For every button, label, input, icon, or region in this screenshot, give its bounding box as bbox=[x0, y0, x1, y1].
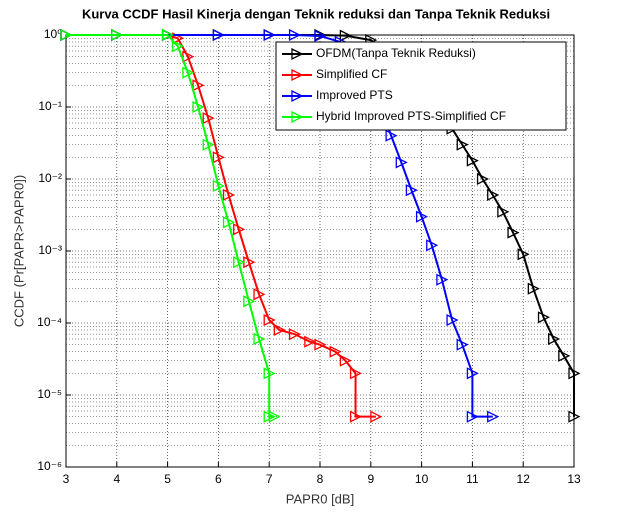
marker bbox=[273, 323, 286, 337]
legend-marker bbox=[291, 68, 304, 82]
marker bbox=[517, 248, 530, 261]
y-tick-label: 10⁻³ bbox=[38, 243, 62, 257]
y-tick-label: 10⁻⁵ bbox=[37, 387, 62, 401]
marker bbox=[222, 188, 236, 202]
marker bbox=[507, 226, 520, 239]
marker bbox=[349, 410, 363, 423]
marker bbox=[446, 313, 459, 327]
legend-marker bbox=[291, 47, 304, 61]
marker bbox=[263, 367, 276, 380]
x-tick-label: 4 bbox=[113, 472, 120, 486]
marker bbox=[212, 179, 225, 193]
marker bbox=[314, 338, 327, 351]
marker bbox=[395, 156, 408, 169]
marker bbox=[456, 338, 469, 351]
marker bbox=[288, 28, 302, 42]
y-tick-label: 10⁻¹ bbox=[38, 99, 62, 113]
marker bbox=[222, 216, 236, 229]
marker bbox=[568, 367, 581, 380]
marker bbox=[161, 28, 175, 42]
marker bbox=[263, 28, 276, 42]
legend-box bbox=[275, 41, 567, 131]
series-line bbox=[66, 34, 275, 418]
marker bbox=[212, 28, 225, 42]
y-axis-label: CCDF (Pr[PAPR>PAPR0]) bbox=[11, 175, 26, 327]
legend-label: Simplified CF bbox=[316, 67, 387, 81]
marker bbox=[456, 138, 469, 151]
marker bbox=[466, 154, 479, 167]
marker bbox=[182, 50, 195, 63]
marker bbox=[436, 273, 449, 286]
marker bbox=[233, 223, 246, 236]
marker bbox=[548, 332, 561, 346]
y-tick-label: 10⁻⁶ bbox=[37, 459, 62, 473]
marker bbox=[329, 345, 342, 358]
x-tick-label: 5 bbox=[164, 472, 171, 486]
marker bbox=[415, 210, 429, 223]
legend-marker bbox=[291, 110, 304, 124]
y-tick-label: 10⁻² bbox=[38, 171, 62, 185]
marker bbox=[466, 410, 479, 423]
marker bbox=[233, 256, 246, 269]
marker bbox=[487, 410, 500, 423]
marker bbox=[192, 100, 205, 114]
y-tick-label: 10⁰ bbox=[44, 27, 62, 41]
marker bbox=[405, 184, 418, 197]
marker bbox=[60, 28, 73, 42]
chart-title: Kurva CCDF Hasil Kinerja dengan Teknik r… bbox=[82, 6, 550, 21]
marker bbox=[339, 29, 352, 42]
marker bbox=[263, 313, 276, 327]
marker bbox=[268, 410, 281, 423]
marker bbox=[304, 335, 317, 348]
marker bbox=[487, 188, 500, 202]
marker bbox=[537, 311, 550, 324]
x-tick-label: 9 bbox=[367, 472, 374, 486]
marker bbox=[111, 28, 124, 42]
marker bbox=[172, 40, 185, 53]
marker bbox=[558, 349, 571, 362]
x-tick-label: 3 bbox=[63, 472, 70, 486]
x-tick-label: 11 bbox=[466, 472, 479, 486]
marker bbox=[253, 288, 266, 301]
marker bbox=[288, 328, 302, 341]
x-tick-label: 7 bbox=[266, 472, 273, 486]
marker bbox=[370, 410, 383, 423]
marker bbox=[192, 79, 205, 92]
marker bbox=[527, 282, 540, 295]
marker bbox=[385, 129, 398, 142]
legend-label: Improved PTS bbox=[316, 88, 393, 102]
x-tick-label: 8 bbox=[317, 472, 324, 486]
marker bbox=[202, 138, 215, 151]
marker bbox=[476, 172, 490, 186]
marker bbox=[466, 367, 479, 380]
x-tick-label: 13 bbox=[567, 472, 581, 486]
marker bbox=[314, 29, 327, 43]
marker bbox=[349, 367, 363, 380]
legend-marker bbox=[291, 89, 304, 103]
marker bbox=[426, 239, 439, 252]
x-tick-label: 10 bbox=[415, 472, 429, 486]
marker bbox=[339, 354, 352, 367]
x-tick-label: 6 bbox=[215, 472, 222, 486]
legend-label: OFDM(Tanpa Teknik Reduksi) bbox=[316, 46, 476, 60]
marker bbox=[212, 151, 225, 164]
marker bbox=[253, 332, 266, 346]
marker bbox=[182, 66, 195, 79]
marker bbox=[243, 295, 256, 308]
y-tick-label: 10⁻⁴ bbox=[37, 315, 62, 329]
marker bbox=[497, 205, 510, 218]
marker bbox=[202, 112, 215, 125]
x-tick-label: 12 bbox=[517, 472, 531, 486]
legend-label: Hybrid Improved PTS-Simplified CF bbox=[316, 109, 506, 123]
x-axis-label: PAPR0 [dB] bbox=[286, 491, 354, 506]
legend: OFDM(Tanpa Teknik Reduksi) Simplified CF I… bbox=[275, 41, 567, 131]
marker bbox=[568, 410, 581, 423]
